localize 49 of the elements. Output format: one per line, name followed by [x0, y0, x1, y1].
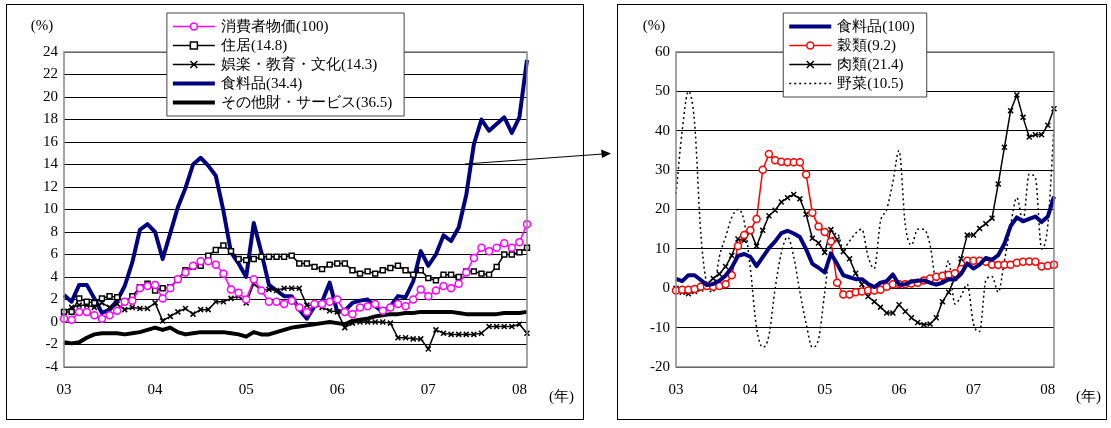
legend-label: 穀類(9.2) — [837, 37, 896, 55]
y-tick-label: 24 — [43, 42, 59, 59]
x-axis-title: (年) — [549, 387, 574, 405]
y-tick-label: 6 — [50, 245, 59, 262]
legend-label: 肉類(21.4) — [837, 56, 904, 74]
y-tick-label: 8 — [50, 222, 58, 239]
y-tick-label: 10 — [655, 239, 670, 256]
y-tick-label: 40 — [655, 121, 670, 138]
x-axis-title: (年) — [1076, 387, 1101, 405]
x-tick-label: 03 — [668, 380, 684, 397]
x-tick-label: 06 — [891, 380, 908, 397]
y-tick-label: 50 — [655, 82, 670, 99]
y-tick-label: 30 — [655, 161, 670, 178]
y-tick-label: 20 — [43, 87, 58, 104]
legend-label: その他財・サービス(36.5) — [220, 94, 393, 112]
y-tick-label: 0 — [50, 312, 58, 329]
y-tick-label: 12 — [43, 177, 58, 194]
y-axis-title: (%) — [642, 16, 666, 34]
y-tick-label: 14 — [43, 155, 59, 172]
y-axis-title: (%) — [30, 16, 54, 34]
legend-label: 住居(14.8) — [219, 37, 288, 55]
x-tick-label: 03 — [56, 380, 72, 397]
y-tick-label: -4 — [45, 357, 59, 374]
x-tick-label: 04 — [742, 380, 759, 397]
legend-label: 娯楽・教育・文化(14.3) — [220, 56, 378, 74]
x-tick-label: 08 — [1040, 380, 1056, 397]
y-tick-label: 10 — [43, 200, 58, 217]
y-tick-label: 22 — [43, 65, 58, 82]
y-tick-label: 60 — [655, 42, 670, 59]
legend-label: 野菜(10.5) — [837, 75, 904, 93]
y-tick-label: 18 — [43, 110, 58, 127]
x-tick-label: 05 — [238, 380, 254, 397]
y-tick-label: -20 — [650, 357, 670, 374]
y-tick-label: -10 — [650, 318, 670, 335]
x-tick-label: 07 — [965, 380, 982, 397]
x-tick-label: 05 — [817, 380, 833, 397]
y-tick-label: -2 — [45, 335, 58, 352]
legend-label: 食料品(34.4) — [220, 75, 303, 93]
x-tick-label: 04 — [147, 380, 164, 397]
y-tick-label: 2 — [50, 290, 58, 307]
y-tick-label: 16 — [43, 132, 59, 149]
legend-label: 消費者物価(100) — [220, 18, 329, 36]
y-tick-label: 20 — [655, 200, 670, 217]
x-tick-label: 08 — [511, 380, 527, 397]
y-tick-label: 0 — [662, 279, 670, 296]
legend-label: 食料品(100) — [837, 18, 915, 36]
x-tick-label: 07 — [420, 380, 437, 397]
y-tick-label: 4 — [50, 267, 59, 284]
x-tick-label: 06 — [329, 380, 346, 397]
